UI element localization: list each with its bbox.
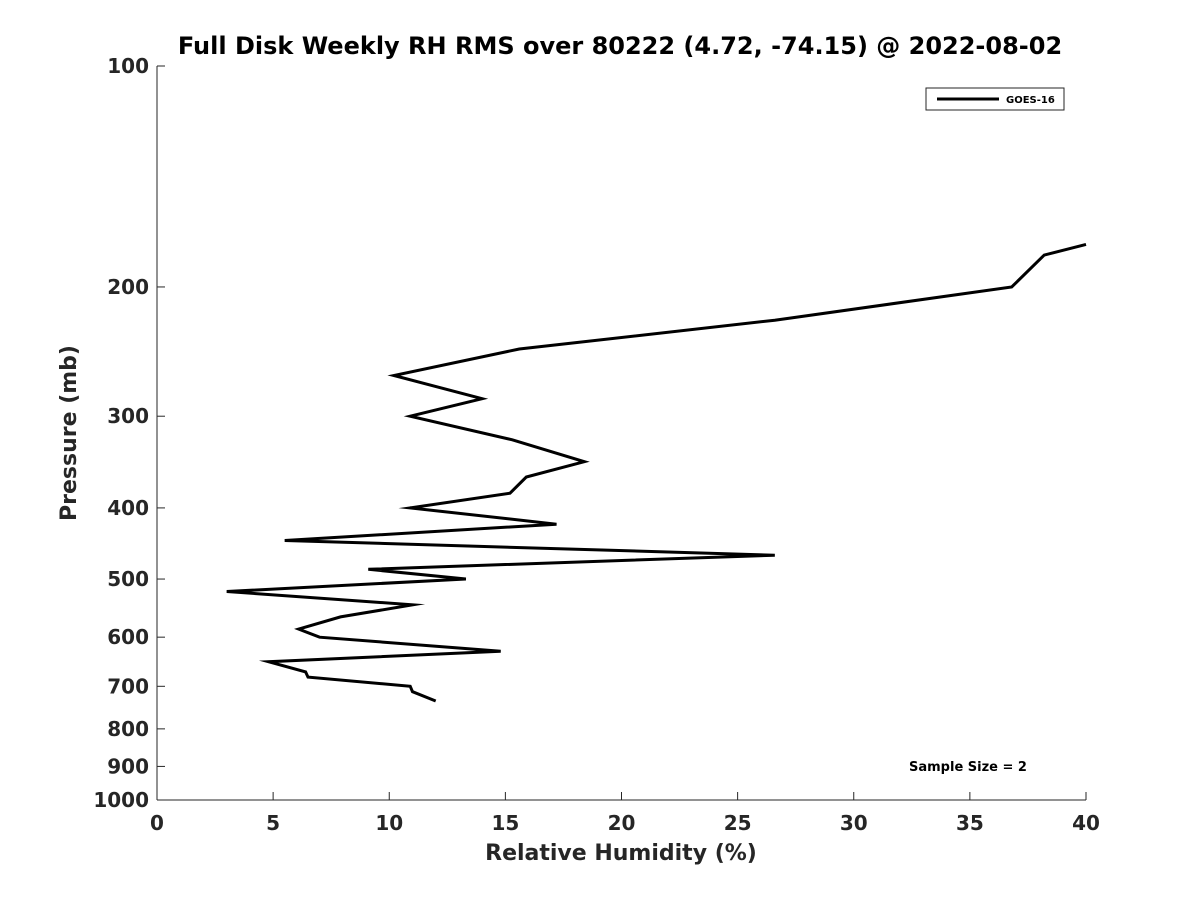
y-tick-label-8: 900 — [107, 754, 149, 778]
x-tick-label-2: 10 — [375, 811, 403, 835]
y-tick-label-5: 600 — [107, 625, 149, 649]
legend: GOES-16 — [925, 87, 1065, 111]
sample-size-annotation: Sample Size = 2 — [909, 760, 1027, 775]
y-tick-label-3: 400 — [107, 496, 149, 520]
y-tick-label-0: 100 — [107, 54, 149, 78]
y-tick-label-9: 1000 — [93, 788, 149, 812]
series-line-goes-16 — [226, 242, 1087, 703]
y-tick-label-6: 700 — [107, 674, 149, 698]
x-axis-label: Relative Humidity (%) — [485, 841, 757, 866]
x-tick-label-1: 5 — [266, 811, 280, 835]
plot-area — [156, 66, 1086, 801]
y-tick-label-7: 800 — [107, 717, 149, 741]
x-tick-label-4: 20 — [608, 811, 636, 835]
y-axis-ticks: 100 200 300 400 500 600 700 800 900 1000 — [93, 54, 165, 812]
x-axis-ticks: 0 5 10 15 20 25 30 35 40 — [150, 792, 1100, 835]
x-tick-label-6: 30 — [840, 811, 868, 835]
x-tick-label-3: 15 — [491, 811, 519, 835]
y-axis-label: Pressure (mb) — [57, 345, 82, 521]
chart-title: Full Disk Weekly RH RMS over 80222 (4.72… — [178, 32, 1062, 60]
x-tick-label-8: 40 — [1072, 811, 1100, 835]
series-layer — [226, 242, 1087, 703]
legend-label-goes-16: GOES-16 — [1006, 95, 1055, 106]
y-tick-label-1: 200 — [107, 275, 149, 299]
x-tick-label-5: 25 — [724, 811, 752, 835]
x-tick-label-7: 35 — [956, 811, 984, 835]
y-tick-label-4: 500 — [107, 567, 149, 591]
y-tick-label-2: 300 — [107, 404, 149, 428]
x-tick-label-0: 0 — [150, 811, 164, 835]
